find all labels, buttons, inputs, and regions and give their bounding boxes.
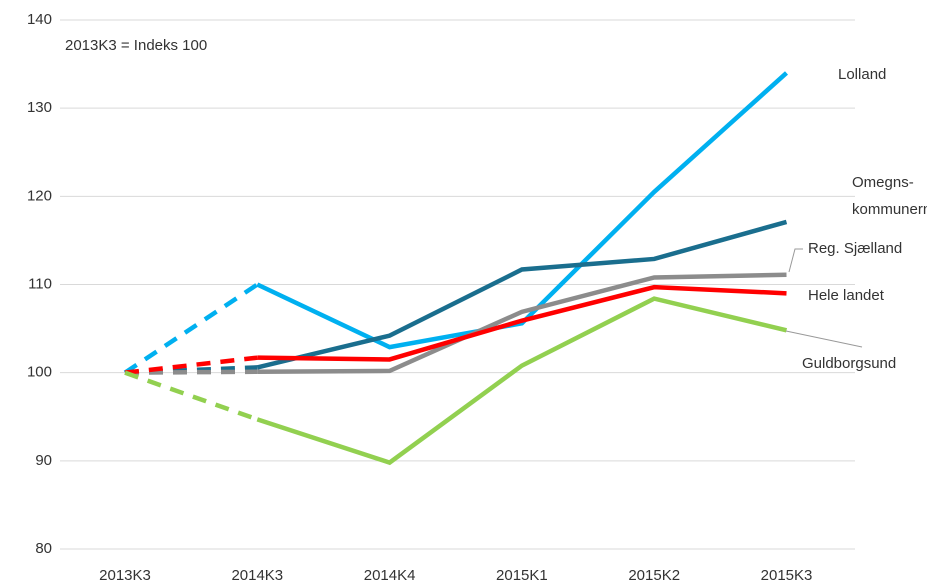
x-tick-label: 2013K3 (99, 567, 151, 584)
series-label: Guldborgsund (802, 355, 896, 372)
series-line (256, 296, 788, 466)
series-line (256, 219, 788, 370)
x-tick-label: 2015K3 (761, 567, 813, 584)
y-tick-label: 130 (27, 99, 52, 116)
series-label: Omegns- (852, 174, 914, 191)
series-label: Reg. Sjælland (808, 240, 902, 257)
y-tick-label: 140 (27, 11, 52, 28)
y-tick-label: 100 (27, 364, 52, 381)
x-tick-label: 2014K3 (231, 567, 283, 584)
x-tick-label: 2014K4 (364, 567, 416, 584)
x-tick-label: 2015K2 (628, 567, 680, 584)
leader-line (788, 248, 803, 273)
annotation: 2013K3 = Indeks 100 (65, 37, 207, 54)
y-tick-label: 120 (27, 187, 52, 204)
series-label: Lolland (838, 66, 886, 83)
x-tick-label: 2015K1 (496, 567, 548, 584)
series-line-dashed (124, 370, 259, 422)
series-line (256, 71, 789, 350)
series-line-dashed (124, 365, 258, 375)
series-line-dashed (124, 355, 258, 375)
leader-line (785, 330, 863, 348)
series-label: Hele landet (808, 287, 885, 304)
y-tick-label: 110 (28, 275, 52, 292)
series-line (257, 284, 787, 362)
series-line (257, 272, 787, 375)
y-tick-label: 90 (35, 452, 52, 469)
series-line-dashed (123, 282, 259, 375)
series-label: kommunerne (852, 201, 927, 218)
y-tick-label: 80 (35, 540, 52, 557)
